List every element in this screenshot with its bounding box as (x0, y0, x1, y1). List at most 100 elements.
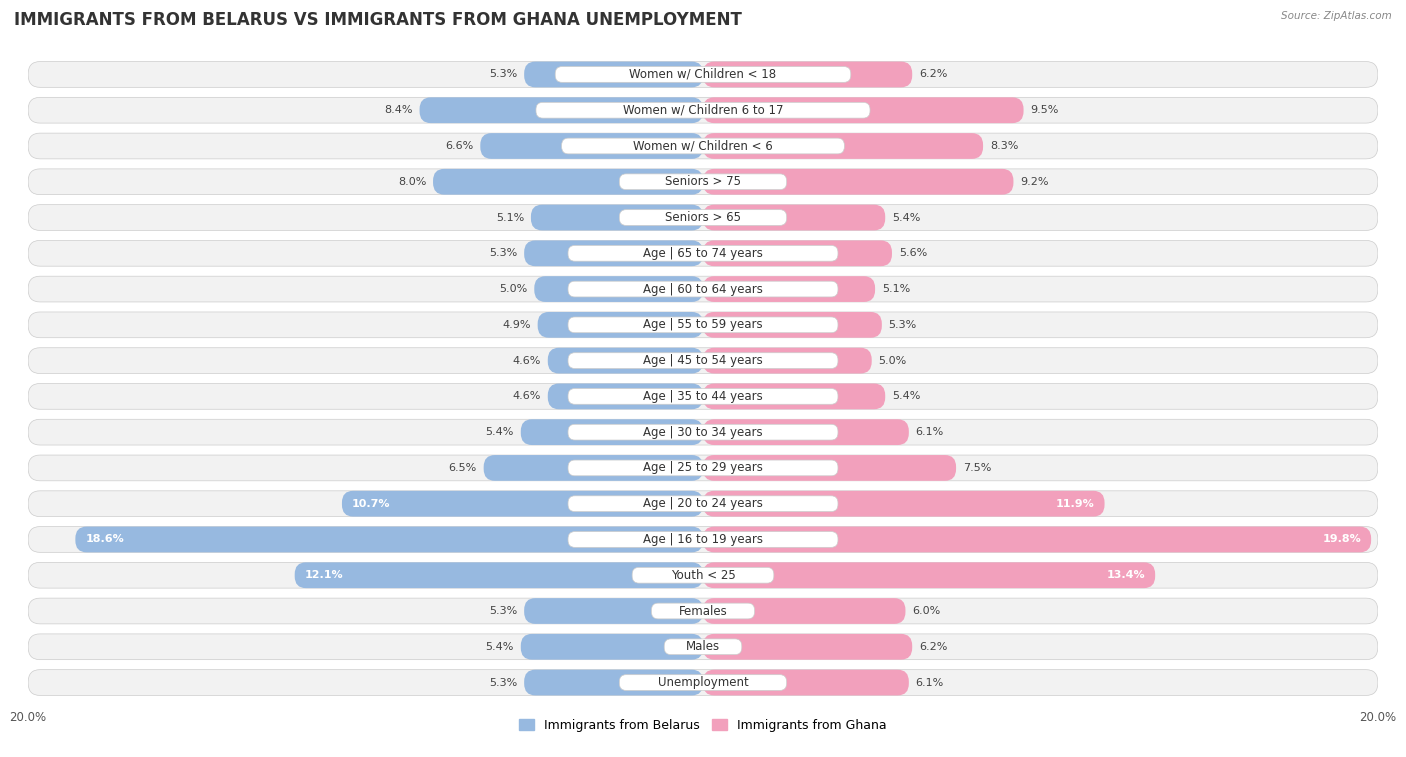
FancyBboxPatch shape (548, 384, 703, 410)
FancyBboxPatch shape (548, 347, 703, 373)
Text: 5.4%: 5.4% (891, 391, 921, 401)
FancyBboxPatch shape (28, 634, 1378, 659)
FancyBboxPatch shape (524, 598, 703, 624)
FancyBboxPatch shape (28, 527, 1378, 553)
Text: Age | 30 to 34 years: Age | 30 to 34 years (643, 425, 763, 438)
FancyBboxPatch shape (703, 598, 905, 624)
FancyBboxPatch shape (568, 460, 838, 476)
Text: 5.3%: 5.3% (489, 678, 517, 687)
FancyBboxPatch shape (28, 169, 1378, 195)
Text: 13.4%: 13.4% (1107, 570, 1144, 580)
Text: 5.4%: 5.4% (485, 642, 515, 652)
Text: Age | 45 to 54 years: Age | 45 to 54 years (643, 354, 763, 367)
Text: 6.2%: 6.2% (920, 70, 948, 79)
FancyBboxPatch shape (633, 567, 773, 583)
Text: 5.3%: 5.3% (489, 606, 517, 616)
FancyBboxPatch shape (28, 455, 1378, 481)
Text: Youth < 25: Youth < 25 (671, 569, 735, 581)
Text: 5.3%: 5.3% (489, 248, 517, 258)
FancyBboxPatch shape (703, 384, 886, 410)
FancyBboxPatch shape (568, 281, 838, 297)
FancyBboxPatch shape (703, 527, 1371, 553)
FancyBboxPatch shape (568, 245, 838, 261)
FancyBboxPatch shape (703, 419, 908, 445)
FancyBboxPatch shape (703, 347, 872, 373)
FancyBboxPatch shape (520, 634, 703, 659)
FancyBboxPatch shape (568, 317, 838, 333)
Text: Age | 20 to 24 years: Age | 20 to 24 years (643, 497, 763, 510)
FancyBboxPatch shape (703, 204, 886, 230)
Text: Age | 65 to 74 years: Age | 65 to 74 years (643, 247, 763, 260)
Text: 8.0%: 8.0% (398, 177, 426, 187)
Text: 5.3%: 5.3% (489, 70, 517, 79)
FancyBboxPatch shape (568, 496, 838, 512)
FancyBboxPatch shape (520, 419, 703, 445)
FancyBboxPatch shape (28, 61, 1378, 87)
FancyBboxPatch shape (28, 276, 1378, 302)
FancyBboxPatch shape (28, 598, 1378, 624)
Text: 18.6%: 18.6% (86, 534, 124, 544)
FancyBboxPatch shape (703, 61, 912, 87)
FancyBboxPatch shape (555, 67, 851, 83)
FancyBboxPatch shape (703, 98, 1024, 123)
Text: 8.4%: 8.4% (384, 105, 413, 115)
Text: Women w/ Children < 18: Women w/ Children < 18 (630, 68, 776, 81)
Text: 9.2%: 9.2% (1021, 177, 1049, 187)
Text: Females: Females (679, 605, 727, 618)
FancyBboxPatch shape (76, 527, 703, 553)
FancyBboxPatch shape (536, 102, 870, 118)
FancyBboxPatch shape (568, 353, 838, 369)
Text: Source: ZipAtlas.com: Source: ZipAtlas.com (1281, 11, 1392, 21)
FancyBboxPatch shape (28, 204, 1378, 230)
Text: IMMIGRANTS FROM BELARUS VS IMMIGRANTS FROM GHANA UNEMPLOYMENT: IMMIGRANTS FROM BELARUS VS IMMIGRANTS FR… (14, 11, 742, 30)
Text: Unemployment: Unemployment (658, 676, 748, 689)
FancyBboxPatch shape (295, 562, 703, 588)
FancyBboxPatch shape (419, 98, 703, 123)
FancyBboxPatch shape (28, 384, 1378, 410)
FancyBboxPatch shape (28, 419, 1378, 445)
Text: 7.5%: 7.5% (963, 463, 991, 473)
FancyBboxPatch shape (664, 639, 742, 655)
FancyBboxPatch shape (568, 531, 838, 547)
Text: 5.1%: 5.1% (496, 213, 524, 223)
Text: 9.5%: 9.5% (1031, 105, 1059, 115)
FancyBboxPatch shape (28, 133, 1378, 159)
FancyBboxPatch shape (524, 670, 703, 696)
Text: 6.5%: 6.5% (449, 463, 477, 473)
Text: 8.3%: 8.3% (990, 141, 1018, 151)
FancyBboxPatch shape (534, 276, 703, 302)
Text: 4.9%: 4.9% (502, 320, 531, 330)
FancyBboxPatch shape (703, 634, 912, 659)
FancyBboxPatch shape (561, 138, 845, 154)
FancyBboxPatch shape (28, 347, 1378, 373)
FancyBboxPatch shape (524, 241, 703, 266)
Text: Age | 35 to 44 years: Age | 35 to 44 years (643, 390, 763, 403)
Text: Seniors > 75: Seniors > 75 (665, 176, 741, 188)
FancyBboxPatch shape (651, 603, 755, 619)
FancyBboxPatch shape (342, 491, 703, 516)
Text: Age | 60 to 64 years: Age | 60 to 64 years (643, 282, 763, 295)
Text: 5.4%: 5.4% (485, 427, 515, 437)
Legend: Immigrants from Belarus, Immigrants from Ghana: Immigrants from Belarus, Immigrants from… (515, 714, 891, 737)
Text: 5.1%: 5.1% (882, 284, 910, 294)
Text: Women w/ Children 6 to 17: Women w/ Children 6 to 17 (623, 104, 783, 117)
FancyBboxPatch shape (28, 670, 1378, 696)
FancyBboxPatch shape (484, 455, 703, 481)
FancyBboxPatch shape (568, 424, 838, 440)
Text: 10.7%: 10.7% (352, 499, 391, 509)
FancyBboxPatch shape (619, 674, 787, 690)
Text: 5.0%: 5.0% (879, 356, 907, 366)
Text: Age | 55 to 59 years: Age | 55 to 59 years (643, 319, 763, 332)
Text: 6.2%: 6.2% (920, 642, 948, 652)
FancyBboxPatch shape (28, 312, 1378, 338)
FancyBboxPatch shape (537, 312, 703, 338)
FancyBboxPatch shape (619, 174, 787, 190)
Text: 5.0%: 5.0% (499, 284, 527, 294)
Text: 11.9%: 11.9% (1056, 499, 1094, 509)
FancyBboxPatch shape (703, 241, 891, 266)
Text: 6.0%: 6.0% (912, 606, 941, 616)
FancyBboxPatch shape (703, 312, 882, 338)
FancyBboxPatch shape (703, 276, 875, 302)
FancyBboxPatch shape (28, 241, 1378, 266)
FancyBboxPatch shape (703, 491, 1105, 516)
